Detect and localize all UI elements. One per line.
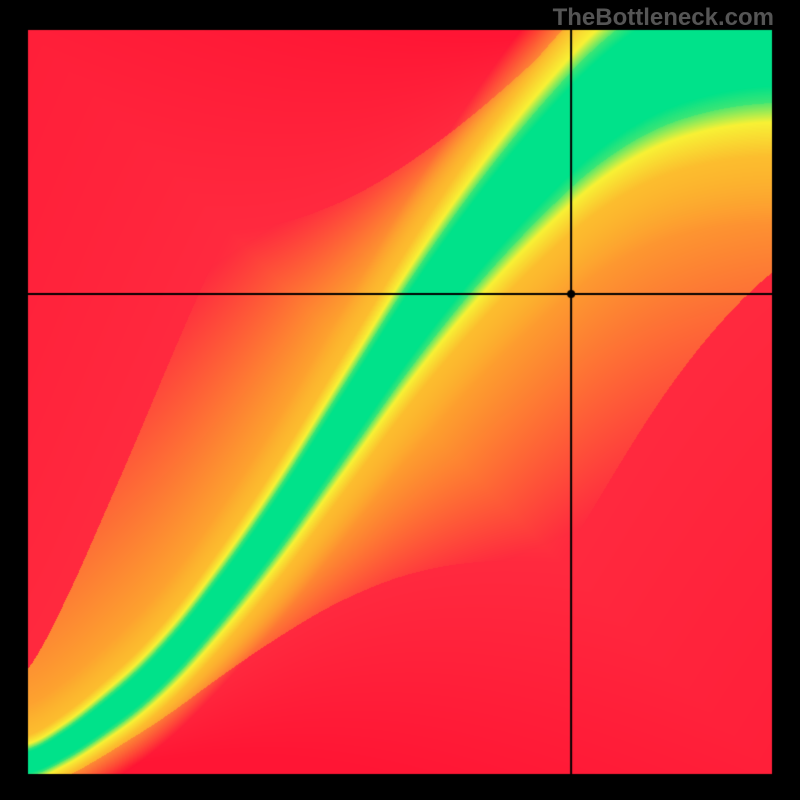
chart-container: TheBottleneck.com: [0, 0, 800, 800]
bottleneck-heatmap: [0, 0, 800, 800]
watermark-text: TheBottleneck.com: [553, 4, 774, 32]
